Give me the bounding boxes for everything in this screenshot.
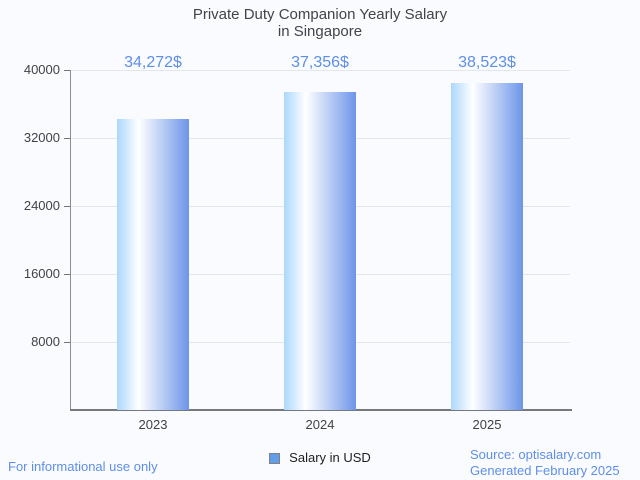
legend-label: Salary in USD (289, 450, 371, 465)
y-tick-32000 (64, 137, 70, 139)
y-tick-label-32000: 32000 (23, 130, 60, 145)
source-text: Source: optisalary.com (470, 447, 602, 462)
bar-2024 (284, 92, 356, 410)
y-tick-8000 (64, 341, 70, 343)
y-tick-label-16000: 16000 (23, 266, 60, 281)
y-tick-label-40000: 40000 (23, 62, 60, 77)
y-tick-label-24000: 24000 (23, 198, 60, 213)
gridline-40000 (70, 69, 570, 71)
bar-2023 (117, 119, 189, 410)
value-label-2025: 38,523$ (458, 54, 516, 71)
disclaimer-text: For informational use only (8, 459, 158, 474)
x-tick-label-2023: 2023 (138, 417, 168, 432)
source-block: Source: optisalary.com Generated Februar… (470, 447, 620, 479)
legend: Salary in USD (0, 450, 640, 466)
bar-2025 (451, 83, 523, 410)
chart-title: Private Duty Companion Yearly Salary in … (0, 6, 640, 40)
y-tick-40000 (64, 69, 70, 71)
y-tick-24000 (64, 205, 70, 207)
x-tick-label-2024: 2024 (305, 417, 335, 432)
legend-swatch-icon (269, 452, 281, 464)
generated-text: Generated February 2025 (470, 463, 620, 478)
y-tick-label-8000: 8000 (31, 334, 60, 349)
chart-title-line2: in Singapore (277, 23, 363, 40)
x-tick-label-2025: 2025 (472, 417, 502, 432)
x-axis-line (70, 409, 572, 411)
chart-title-line1: Private Duty Companion Yearly Salary (192, 6, 448, 23)
y-axis-line (70, 70, 71, 410)
value-label-2023: 34,272$ (124, 54, 182, 71)
y-tick-16000 (64, 273, 70, 275)
value-label-2024: 37,356$ (291, 54, 349, 71)
